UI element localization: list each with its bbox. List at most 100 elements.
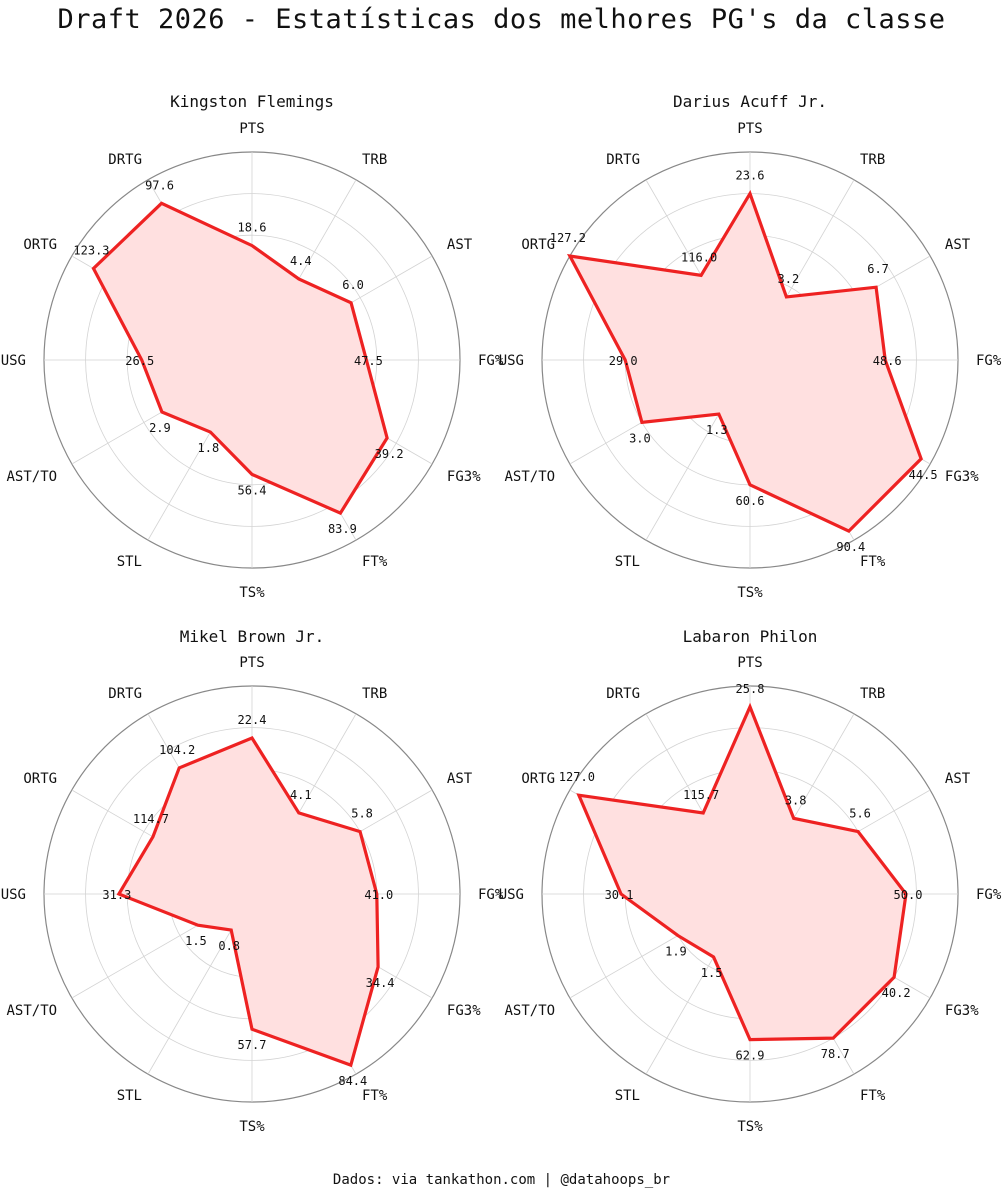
axis-label-drtg: DRTG <box>108 686 142 702</box>
value-label-ast: 6.7 <box>867 262 889 276</box>
value-label-ts: 56.4 <box>238 483 267 497</box>
value-label-ortg: 123.3 <box>73 243 109 257</box>
series-polygon <box>116 736 380 1068</box>
value-label-ast-to: 1.9 <box>665 945 687 959</box>
axis-label-usg: USG <box>1 353 26 369</box>
radar-chart-mikel-brown-jr: Mikel Brown Jr. FG% AST TRB PTS DRTG ORTG USG AS… <box>1 627 504 1135</box>
axis-label-ft: FT% <box>860 1088 886 1104</box>
value-label-pts: 22.4 <box>238 713 267 727</box>
axis-label-ortg: ORTG <box>521 237 555 253</box>
value-label-drtg: 97.6 <box>145 178 174 192</box>
axis-label-ft: FT% <box>362 554 388 570</box>
axis-label-ast-to: AST/TO <box>505 469 556 485</box>
value-label-ortg: 127.2 <box>550 231 586 245</box>
chart-title: Labaron Philon <box>683 627 818 646</box>
axis-label-usg: USG <box>499 887 524 903</box>
value-label-ast: 5.6 <box>849 807 871 821</box>
value-label-fg: 48.6 <box>873 354 902 368</box>
value-label-ast: 5.8 <box>351 807 373 821</box>
axis-label-fg: FG% <box>478 887 504 903</box>
axis-label-trb: TRB <box>362 152 387 168</box>
axis-label-usg: USG <box>499 353 524 369</box>
axis-label-ortg: ORTG <box>23 771 57 787</box>
value-label-fg3: 40.2 <box>882 986 911 1000</box>
axis-label-ast: AST <box>945 771 971 787</box>
value-label-fg3: 44.5 <box>909 468 938 482</box>
value-label-drtg: 115.7 <box>683 788 719 802</box>
value-label-ast-to: 3.0 <box>629 431 651 445</box>
axis-label-ast: AST <box>945 237 971 253</box>
value-label-pts: 25.8 <box>736 682 765 696</box>
axis-label-ortg: ORTG <box>521 771 555 787</box>
value-label-trb: 4.4 <box>290 254 312 268</box>
axis-label-pts: PTS <box>239 121 264 137</box>
series-polygon <box>576 702 908 1042</box>
value-label-stl: 1.8 <box>198 441 220 455</box>
axis-label-fg: FG% <box>478 353 504 369</box>
value-label-pts: 23.6 <box>736 169 765 183</box>
axis-label-ft: FT% <box>860 554 886 570</box>
value-label-ft: 84.4 <box>338 1074 367 1088</box>
axis-label-fg3: FG3% <box>945 1003 979 1019</box>
value-label-pts: 18.6 <box>238 221 267 235</box>
axis-label-drtg: DRTG <box>108 152 142 168</box>
axis-label-ts: TS% <box>239 585 265 601</box>
value-label-drtg: 104.2 <box>159 743 195 757</box>
axis-label-stl: STL <box>117 554 142 570</box>
radar-chart-labaron-philon: Labaron Philon FG% AST TRB PTS DRTG ORTG USG AST… <box>499 627 1002 1135</box>
axis-label-trb: TRB <box>860 152 885 168</box>
axis-label-ast-to: AST/TO <box>505 1003 556 1019</box>
value-label-stl: 1.3 <box>706 423 728 437</box>
value-label-fg: 50.0 <box>894 888 923 902</box>
value-label-ortg: 127.0 <box>559 770 595 784</box>
axis-label-drtg: DRTG <box>606 686 640 702</box>
axis-label-pts: PTS <box>737 655 762 671</box>
value-label-ast-to: 1.5 <box>185 934 207 948</box>
axis-label-drtg: DRTG <box>606 152 640 168</box>
value-label-fg: 41.0 <box>364 888 393 902</box>
axis-label-trb: TRB <box>362 686 387 702</box>
axis-label-pts: PTS <box>737 121 762 137</box>
chart-title: Mikel Brown Jr. <box>180 627 325 646</box>
value-label-trb: 3.8 <box>785 793 807 807</box>
axis-label-ts: TS% <box>737 1119 763 1135</box>
axis-label-pts: PTS <box>239 655 264 671</box>
value-label-ft: 83.9 <box>328 522 357 536</box>
value-label-usg: 29.0 <box>609 354 638 368</box>
value-label-ast-to: 2.9 <box>149 421 171 435</box>
value-label-usg: 31.3 <box>102 888 131 902</box>
axis-label-fg: FG% <box>976 353 1002 369</box>
value-label-usg: 26.5 <box>125 354 154 368</box>
value-label-fg3: 39.2 <box>375 447 404 461</box>
axis-label-stl: STL <box>615 1088 640 1104</box>
axis-label-fg: FG% <box>976 887 1002 903</box>
chart-title: Darius Acuff Jr. <box>673 92 827 111</box>
value-label-ft: 90.4 <box>836 540 865 554</box>
value-label-ortg: 114.7 <box>133 812 169 826</box>
axis-label-fg3: FG3% <box>945 469 979 485</box>
value-label-ft: 78.7 <box>821 1047 850 1061</box>
axis-label-ortg: ORTG <box>23 237 57 253</box>
value-label-ast: 6.0 <box>342 278 364 292</box>
axis-label-ast-to: AST/TO <box>7 1003 58 1019</box>
axis-label-ts: TS% <box>239 1119 265 1135</box>
series-polygon <box>566 189 923 534</box>
axis-label-ast: AST <box>447 771 473 787</box>
axis-label-usg: USG <box>1 887 26 903</box>
series-polygon <box>91 201 389 516</box>
axis-label-stl: STL <box>615 554 640 570</box>
value-label-fg3: 34.4 <box>366 976 395 990</box>
value-label-trb: 3.2 <box>778 272 800 286</box>
axis-label-trb: TRB <box>860 686 885 702</box>
axis-label-fg3: FG3% <box>447 469 481 485</box>
axis-label-ast-to: AST/TO <box>7 469 58 485</box>
page-title: Draft 2026 - Estatísticas dos melhores P… <box>57 4 946 35</box>
axis-label-stl: STL <box>117 1088 142 1104</box>
radar-chart-kingston-flemings: Kingston Flemings FG% AST TRB PTS DRTG ORTG USG… <box>1 92 504 601</box>
axis-label-fg3: FG3% <box>447 1003 481 1019</box>
value-label-drtg: 116.0 <box>681 250 717 264</box>
axis-label-ts: TS% <box>737 585 763 601</box>
value-label-stl: 0.8 <box>218 939 240 953</box>
value-label-ts: 60.6 <box>736 494 765 508</box>
